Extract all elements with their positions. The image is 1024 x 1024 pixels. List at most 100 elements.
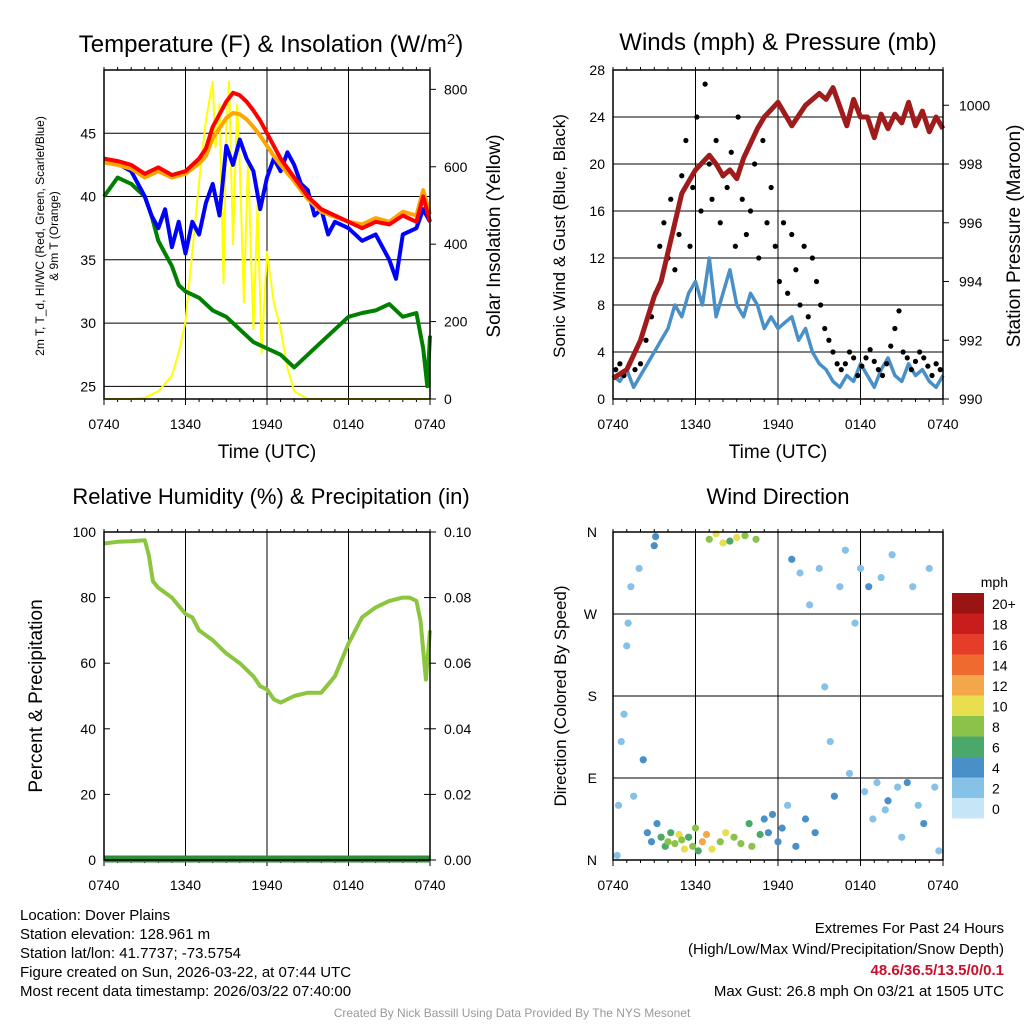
direction-point [689, 842, 697, 850]
direction-point [694, 847, 702, 855]
elevation-line: Station elevation: 128.961 m [20, 926, 211, 943]
plot-border [612, 531, 944, 861]
direction-point [685, 833, 693, 841]
direction-point [925, 564, 933, 573]
direction-point [811, 829, 819, 837]
direction-point [851, 619, 859, 627]
direction-point [653, 819, 661, 828]
colorbar-label: 12 [992, 678, 1008, 694]
y-tick-label: 0 [597, 391, 605, 407]
y-tick-label: W [584, 606, 598, 622]
gust-point [785, 290, 791, 296]
direction-point [861, 788, 869, 796]
gust-point [818, 302, 824, 308]
x-tick-label: 0140 [333, 877, 364, 893]
y2-tick-label: 998 [959, 156, 983, 172]
y2-axis-label: Station Pressure (Maroon) [1004, 125, 1024, 348]
direction-point [909, 583, 917, 591]
direction-point [678, 836, 686, 844]
y2-tick-label: 0.08 [444, 590, 471, 606]
gust-point [875, 367, 881, 373]
gust-point [851, 355, 857, 361]
direction-point [764, 829, 772, 837]
colorbar-swatch [952, 736, 984, 757]
colorbar-label: 4 [992, 760, 1000, 776]
y-tick-label: 30 [80, 315, 96, 331]
gust-point [859, 363, 865, 369]
gust-point [884, 361, 890, 367]
y2-tick-label: 1000 [959, 97, 990, 113]
direction-point [627, 583, 635, 591]
x-tick-label: 0740 [597, 416, 628, 432]
x-tick-label: 0740 [414, 877, 445, 893]
chart-title-wind: Winds (mph) & Pressure (mb) [619, 29, 936, 56]
direction-point [935, 847, 943, 855]
y-tick-label: 45 [80, 125, 96, 141]
gust-point [717, 220, 723, 226]
gust-point [929, 372, 935, 379]
direction-point [796, 569, 804, 577]
direction-point [748, 842, 756, 850]
credit-line: Created By Nick Bassill Using Data Provi… [333, 1006, 691, 1020]
direction-point [774, 838, 782, 846]
direction-point [845, 769, 854, 778]
y-tick-label: 8 [597, 297, 605, 313]
gust-point [892, 325, 898, 332]
y-tick-label: 4 [597, 344, 605, 360]
series-line-pressure [611, 85, 946, 381]
gust-point [661, 220, 667, 226]
direction-point [630, 792, 638, 800]
direction-point [931, 783, 939, 791]
gust-point [801, 243, 807, 249]
y-tick-label: N [587, 524, 597, 540]
y-axis-label: Direction (Colored By Speed) [551, 585, 570, 806]
direction-point [624, 619, 632, 627]
gust-point [713, 137, 719, 144]
colorbar-swatch [952, 757, 984, 778]
direction-point [836, 583, 844, 591]
gust-point [632, 367, 638, 373]
extremes-subtitle: (High/Low/Max Wind/Precipitation/Snow De… [688, 941, 1004, 958]
gust-point [846, 349, 853, 355]
direction-point [903, 778, 911, 787]
x-tick-label: 0140 [845, 416, 876, 432]
y2-tick-label: 996 [959, 215, 983, 231]
gust-point [789, 231, 795, 238]
gust-point [768, 184, 774, 191]
x-tick-label: 1340 [680, 416, 711, 432]
y2-tick-label: 0.10 [444, 524, 471, 540]
gust-point [830, 349, 836, 355]
gust-point [867, 347, 873, 353]
series-line-rh [103, 538, 432, 705]
direction-point [708, 845, 716, 853]
colorbar-label: 8 [992, 719, 1000, 735]
gust-point [728, 149, 734, 155]
gust-point [871, 358, 877, 364]
x-axis-label: Time (UTC) [218, 442, 317, 463]
direction-point [691, 824, 700, 832]
extremes-box: Extremes For Past 24 Hours (High/Low/Max… [688, 918, 1004, 1002]
series-line-blue [103, 137, 432, 281]
colorbar-swatch [952, 777, 984, 798]
plot-border [612, 69, 944, 400]
station-info: Location: Dover Plains Station elevation… [20, 906, 351, 1001]
direction-point [856, 564, 865, 573]
max-gust-line: Max Gust: 26.8 mph On 03/21 at 1505 UTC [713, 983, 1004, 1000]
gust-point [760, 137, 766, 144]
y-tick-label: 60 [80, 655, 96, 671]
created-line: Figure created on Sun, 2026-03-22, at 07… [20, 964, 352, 981]
gust-point [776, 278, 782, 285]
y2-tick-label: 0.06 [444, 655, 471, 671]
latlon-line: Station lat/lon: 41.7737; -73.5754 [20, 945, 242, 962]
direction-point [898, 833, 906, 841]
y2-tick-label: 0.00 [444, 852, 471, 868]
direction-point [865, 583, 873, 591]
gust-point [834, 361, 840, 367]
direction-point [722, 829, 730, 837]
y-tick-label: 100 [73, 524, 97, 540]
gust-point [732, 243, 738, 249]
gust-point [805, 314, 811, 320]
y2-tick-label: 0.04 [444, 721, 471, 737]
direction-point [698, 838, 706, 846]
